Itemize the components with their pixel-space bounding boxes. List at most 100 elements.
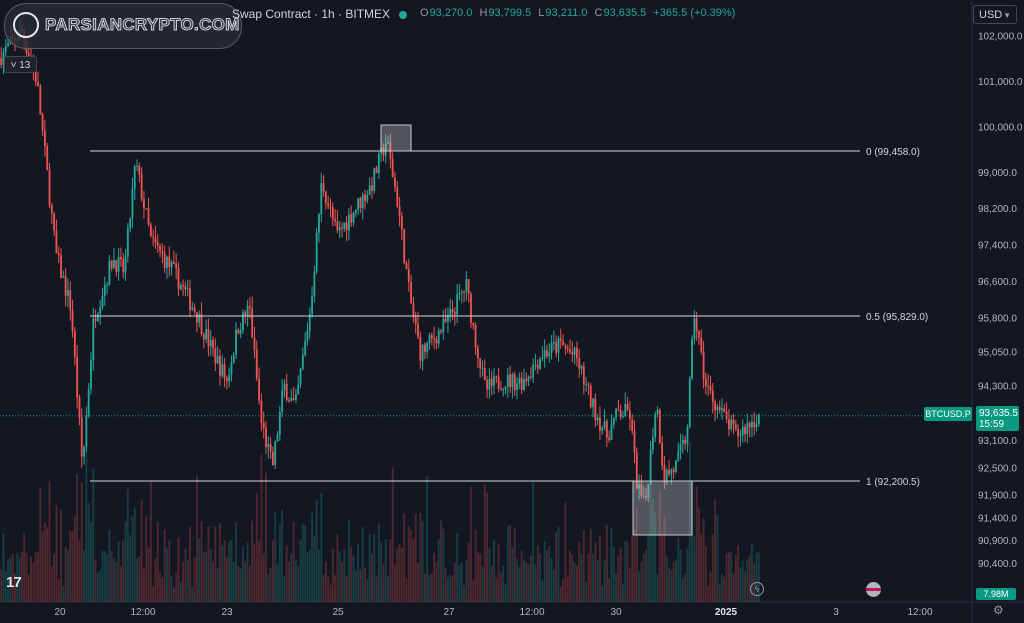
candle-body [136, 165, 138, 167]
volume-bar [447, 577, 449, 602]
currency-select[interactable]: USD ▼ [973, 5, 1017, 24]
candle-body [48, 170, 51, 206]
candle-body [373, 168, 376, 191]
volume-bar [734, 554, 737, 602]
candle-body [649, 449, 652, 485]
volume-bar [30, 556, 33, 602]
candle-body [198, 314, 201, 323]
indicators-collapse-button[interactable]: ˅ 13 [4, 56, 37, 73]
volume-bar [704, 545, 707, 602]
price-tick-label: 90,400.0 [978, 559, 1017, 570]
candle-body [599, 417, 601, 431]
volume-bar [267, 574, 270, 602]
low-highlight-box[interactable] [632, 480, 693, 536]
time-tick-label: 2025 [715, 607, 738, 618]
price-tick-label: 90,900.0 [978, 536, 1017, 547]
candle-body [341, 227, 343, 229]
candle-body [552, 342, 555, 344]
volume-bar [7, 559, 9, 602]
volume-bar [373, 533, 376, 602]
candle-body [428, 335, 431, 343]
candle-body [0, 58, 3, 65]
candle-body [458, 292, 461, 295]
candle-body [94, 318, 97, 322]
volume-bar [419, 512, 422, 602]
volume-bar [37, 552, 39, 602]
volume-bar [223, 540, 226, 602]
volume-bar [350, 546, 353, 602]
symbol-title[interactable]: Swap Contract · 1h · BITMEX [232, 7, 391, 21]
candle-body [730, 419, 733, 430]
candle-body [702, 351, 705, 379]
candle-body [467, 279, 470, 295]
candle-body [628, 410, 631, 420]
candle-body [688, 378, 691, 427]
volume-bar [126, 489, 129, 602]
candle-body [129, 218, 132, 229]
price-tick-label: 100,000.0 [978, 122, 1023, 133]
volume-bar [727, 552, 730, 602]
candle-body [166, 256, 168, 268]
lightning-icon[interactable]: ϟ [750, 582, 764, 596]
volume-bar [119, 566, 122, 602]
candle-body [101, 296, 104, 307]
candle-body [297, 384, 300, 395]
volume-bar [587, 553, 590, 602]
candle-body [313, 271, 316, 297]
candle-body [99, 306, 102, 314]
candle-body [336, 221, 339, 231]
volume-bar [571, 554, 574, 602]
volume-bar [297, 566, 300, 602]
candle-body [532, 364, 535, 378]
candle-body [60, 255, 62, 278]
candle-body [407, 269, 410, 282]
candle-body [308, 313, 311, 331]
volume-bar [108, 529, 111, 602]
peak-highlight-box[interactable] [380, 124, 412, 152]
candle-body [569, 349, 571, 353]
volume-bar [338, 551, 341, 602]
candle-body [451, 309, 454, 313]
volume-bar [11, 553, 14, 602]
candle-body [499, 388, 502, 390]
watermark-text: PARSIANCRYPTO.COM [45, 15, 240, 35]
volume-bar [458, 565, 461, 602]
volume-bar [693, 536, 696, 602]
time-tick-label: 20 [54, 607, 66, 618]
candle-body [246, 306, 249, 317]
flag-icon[interactable] [866, 582, 881, 597]
volume-bar [260, 454, 263, 602]
volume-bar [633, 530, 636, 602]
ohlc-low-key: L [538, 7, 545, 19]
candle-body [550, 342, 553, 353]
candle-body [331, 207, 334, 220]
candle-body [578, 358, 581, 369]
candle-body [115, 259, 118, 272]
candle-body [251, 308, 254, 338]
volume-bar [569, 550, 571, 602]
tradingview-logo-icon[interactable]: 17 [6, 574, 22, 591]
volume-bar [677, 537, 680, 602]
volume-bar [486, 492, 489, 602]
candle-body [96, 313, 99, 322]
candle-body [387, 142, 389, 144]
candle-body [727, 418, 730, 430]
gear-icon[interactable]: ⚙ [993, 603, 1004, 617]
candle-body [684, 439, 687, 444]
volume-bar [472, 580, 475, 602]
volume-bar [711, 534, 714, 602]
volume-bar [133, 507, 136, 602]
candle-body [306, 330, 309, 341]
candle-body [375, 168, 378, 173]
volume-bar [83, 550, 85, 602]
candle-body [700, 337, 703, 352]
volume-bar [755, 552, 758, 602]
volume-bar [290, 553, 293, 602]
ohlc-low-value: 93,211.0 [545, 7, 588, 19]
candle-body [555, 342, 558, 353]
candle-body [744, 426, 746, 435]
volume-bar [209, 548, 212, 602]
candle-body [163, 253, 166, 268]
volume-bar [352, 555, 355, 602]
